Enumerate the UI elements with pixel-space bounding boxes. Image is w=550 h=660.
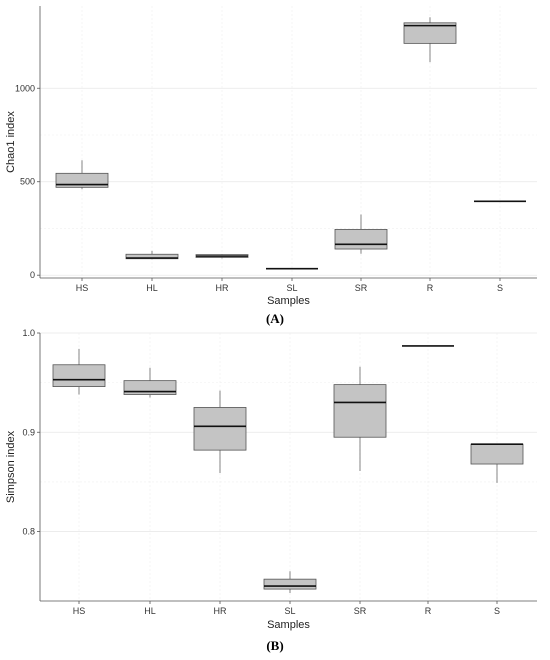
- x-tick-label: HS: [76, 283, 89, 293]
- x-tick-label: SR: [354, 606, 367, 616]
- box-hr: [193, 390, 247, 473]
- box-iqr: [334, 228, 388, 250]
- box-hs: [55, 160, 109, 190]
- box-iqr: [333, 384, 387, 438]
- box-iqr: [52, 364, 106, 388]
- x-tick-label: SL: [284, 606, 295, 616]
- x-tick-label: HR: [214, 606, 227, 616]
- y-axis-title: Chao1 index: [5, 111, 17, 173]
- y-axis-title: Simpson index: [5, 430, 17, 503]
- chart-panel-a: 0 500 1000 HS HL HR SL SR R S Samples Chao1 index (A…: [5, 6, 537, 326]
- y-tick-label: 1000: [15, 83, 35, 93]
- y-tick-label: 0.8: [22, 527, 35, 537]
- panel-label: (B): [266, 638, 283, 653]
- box-iqr: [263, 578, 317, 590]
- y-tick-label: 0.9: [22, 427, 35, 437]
- box-sl: [263, 571, 317, 594]
- x-tick-label: SL: [286, 283, 297, 293]
- x-tick-label: S: [494, 606, 500, 616]
- box-sr: [334, 214, 388, 254]
- box-sr: [333, 366, 387, 471]
- y-tick-label: 0: [30, 270, 35, 280]
- box-iqr: [403, 22, 457, 44]
- box-iqr: [123, 380, 177, 395]
- box-iqr: [470, 443, 524, 465]
- chart-panel-b: 0.8 0.9 1.0 HS HL HR SL SR R S Samples Simpson inde…: [5, 328, 537, 653]
- box-hs: [52, 348, 106, 395]
- x-tick-label: R: [427, 283, 434, 293]
- y-tick-label: 500: [20, 177, 35, 187]
- x-tick-label: HR: [216, 283, 229, 293]
- x-axis-title: Samples: [267, 619, 310, 631]
- x-tick-label: HS: [73, 606, 86, 616]
- x-tick-label: R: [425, 606, 432, 616]
- x-tick-label: HL: [144, 606, 156, 616]
- box-r: [403, 17, 457, 63]
- box-iqr: [193, 407, 247, 451]
- box-s: [470, 443, 524, 483]
- box-hr: [195, 254, 249, 259]
- x-tick-label: S: [497, 283, 503, 293]
- x-tick-label: SR: [355, 283, 368, 293]
- box-hl: [125, 250, 179, 260]
- x-tick-label: HL: [146, 283, 158, 293]
- y-tick-label: 1.0: [22, 328, 35, 338]
- x-axis-title: Samples: [267, 295, 310, 307]
- panel-label: (A): [266, 311, 284, 326]
- box-hl: [123, 367, 177, 398]
